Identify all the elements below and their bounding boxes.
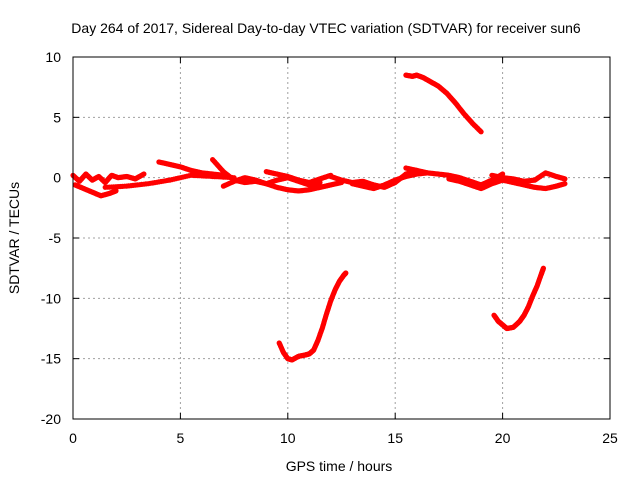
grid [73,57,610,419]
y-tick-label: 0 [53,170,61,186]
series-near-zero-f [220,175,345,194]
series-arc-16h [403,72,484,135]
y-tick-label: -15 [41,351,61,367]
series-near-zero-l [489,170,568,184]
y-tick-label: 10 [45,49,61,65]
data-point [540,265,547,271]
x-tick-label: 0 [69,430,77,446]
data-point [562,181,568,187]
series-arc-20h [491,265,547,332]
data-point [343,270,349,276]
axis-ticks: 0 5 10 15 20 25 -20 -15 -10 -5 0 5 10 [41,49,618,446]
y-tick-label: 5 [53,109,61,125]
series-near-zero-d [156,159,226,178]
y-tick-label: -10 [41,290,61,306]
series-near-zero-a [70,171,147,186]
x-tick-label: 10 [280,430,296,446]
series-near-zero-g [263,169,334,186]
y-axis-label: SDTVAR / TECUs [6,182,22,294]
data-point [113,188,119,194]
data-point [141,171,147,177]
data-point [562,176,568,182]
series-near-zero-b [72,182,119,199]
x-tick-label: 25 [602,430,618,446]
x-axis-label: GPS time / hours [286,458,393,474]
data-points [70,72,568,363]
data-point [478,129,484,135]
y-tick-label: -20 [41,411,61,427]
series-arc-10h [276,270,349,363]
x-tick-label: 15 [387,430,403,446]
chart-title: Day 264 of 2017, Sidereal Day-to-day VTE… [71,20,581,36]
x-tick-label: 20 [495,430,511,446]
y-tick-label: -5 [49,230,62,246]
plot-frame [72,56,611,420]
x-tick-label: 5 [177,430,185,446]
